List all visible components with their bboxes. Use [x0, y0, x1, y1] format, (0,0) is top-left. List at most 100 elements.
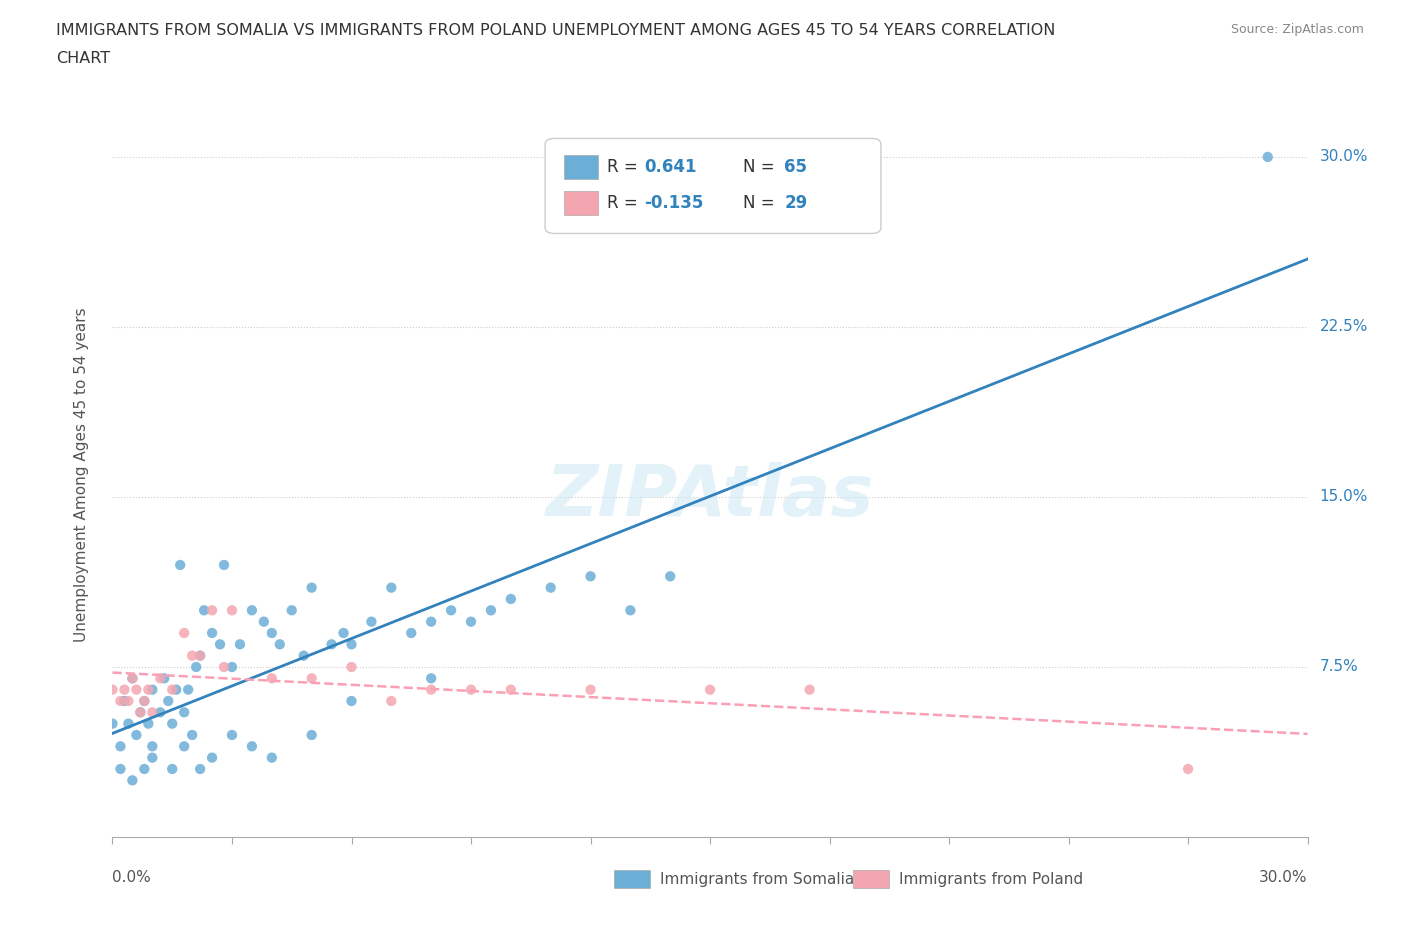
Point [1177, 762, 1199, 777]
FancyBboxPatch shape [546, 139, 882, 233]
Point [201, 626, 224, 641]
Text: CHART: CHART [56, 51, 110, 66]
Point [153, 671, 176, 685]
Point [269, 637, 291, 652]
Point [340, 637, 363, 652]
Point [173, 705, 195, 720]
Point [540, 580, 562, 595]
Point [165, 683, 187, 698]
Point [401, 626, 423, 641]
FancyBboxPatch shape [564, 155, 598, 179]
Point [340, 694, 363, 709]
Point [212, 558, 235, 573]
Point [240, 738, 263, 753]
Text: Source: ZipAtlas.com: Source: ZipAtlas.com [1230, 23, 1364, 36]
Text: 0.641: 0.641 [644, 158, 697, 176]
Text: 30.0%: 30.0% [1320, 150, 1368, 165]
Point [129, 705, 152, 720]
Point [177, 683, 200, 698]
Point [479, 603, 502, 618]
Text: Immigrants from Poland: Immigrants from Poland [898, 871, 1083, 886]
Text: N =: N = [744, 158, 780, 176]
Point [221, 727, 243, 742]
Point [380, 694, 402, 709]
Point [301, 671, 323, 685]
Point [157, 694, 180, 709]
Point [201, 603, 224, 618]
Point [134, 694, 156, 709]
Point [181, 727, 204, 742]
Text: 0.0%: 0.0% [112, 870, 152, 884]
Point [221, 659, 243, 674]
Point [173, 738, 195, 753]
Point [173, 626, 195, 641]
Point [201, 751, 224, 765]
Point [181, 648, 204, 663]
Point [121, 671, 143, 685]
Point [162, 683, 183, 698]
Point [579, 683, 602, 698]
Point [138, 683, 160, 698]
Point [799, 683, 821, 698]
Point [240, 603, 263, 618]
Text: 22.5%: 22.5% [1320, 319, 1368, 335]
Point [101, 716, 124, 731]
Text: 15.0%: 15.0% [1320, 489, 1368, 504]
Point [141, 705, 163, 720]
Point [188, 762, 211, 777]
Point [209, 637, 232, 652]
FancyBboxPatch shape [564, 192, 598, 216]
Text: 65: 65 [785, 158, 807, 176]
Point [380, 580, 402, 595]
Point [499, 683, 522, 698]
Text: 30.0%: 30.0% [1260, 870, 1308, 884]
Text: IMMIGRANTS FROM SOMALIA VS IMMIGRANTS FROM POLAND UNEMPLOYMENT AMONG AGES 45 TO : IMMIGRANTS FROM SOMALIA VS IMMIGRANTS FR… [56, 23, 1056, 38]
Point [169, 558, 191, 573]
FancyBboxPatch shape [614, 870, 650, 888]
Point [420, 683, 443, 698]
Point [420, 614, 443, 629]
Point [129, 705, 152, 720]
Y-axis label: Unemployment Among Ages 45 to 54 years: Unemployment Among Ages 45 to 54 years [75, 307, 89, 642]
Point [229, 637, 252, 652]
Text: R =: R = [607, 158, 644, 176]
Point [125, 727, 148, 742]
Text: 29: 29 [785, 194, 807, 212]
Point [110, 738, 132, 753]
Point [162, 762, 183, 777]
Point [360, 614, 382, 629]
Point [212, 659, 235, 674]
Point [121, 773, 143, 788]
Text: R =: R = [607, 194, 644, 212]
Point [301, 727, 323, 742]
Point [186, 659, 208, 674]
Point [460, 683, 482, 698]
Point [121, 671, 143, 685]
Text: -0.135: -0.135 [644, 194, 703, 212]
Point [193, 603, 215, 618]
Point [579, 569, 602, 584]
Point [134, 762, 156, 777]
Point [420, 671, 443, 685]
Point [221, 603, 243, 618]
Point [188, 648, 211, 663]
Text: Immigrants from Somalia: Immigrants from Somalia [659, 871, 853, 886]
Point [1257, 150, 1279, 165]
Point [125, 683, 148, 698]
Point [101, 683, 124, 698]
Point [114, 694, 135, 709]
Point [110, 694, 132, 709]
Point [260, 626, 283, 641]
Point [162, 716, 183, 731]
Point [659, 569, 682, 584]
Text: 7.5%: 7.5% [1320, 659, 1358, 674]
Point [340, 659, 363, 674]
FancyBboxPatch shape [853, 870, 890, 888]
Point [332, 626, 354, 641]
Point [141, 751, 163, 765]
Point [281, 603, 304, 618]
Point [138, 716, 160, 731]
Point [114, 683, 135, 698]
Point [292, 648, 315, 663]
Point [260, 751, 283, 765]
